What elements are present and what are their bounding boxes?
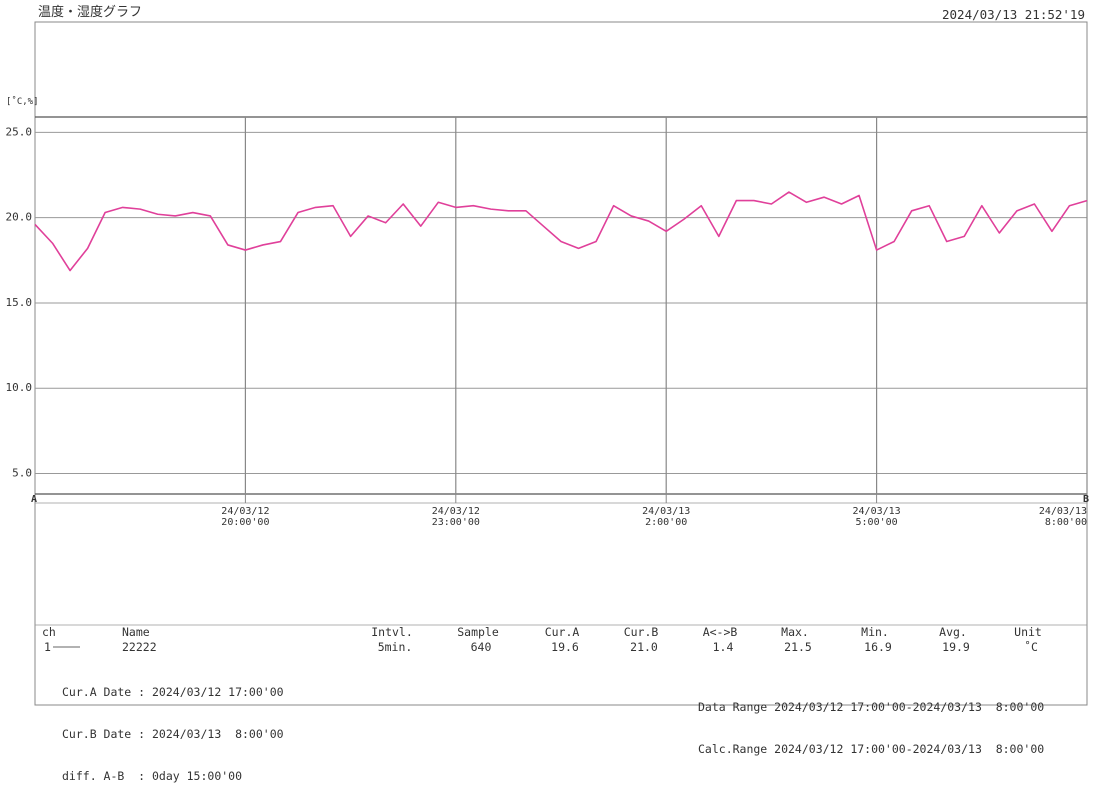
- stat-value: 21.0: [630, 640, 658, 654]
- cursor-line: Cur.B Date : 2024/03/13 8:00'00: [62, 727, 284, 741]
- title: 温度・湿度グラフ: [38, 5, 143, 20]
- y-axis-label: [˚C,%]: [6, 97, 39, 107]
- stat-header: Avg.: [939, 625, 967, 639]
- stat-header: A<->B: [702, 625, 738, 639]
- legend-name: 22222: [122, 640, 157, 654]
- range-info: Data Range 2024/03/12 17:00'00-2024/03/1…: [698, 672, 1044, 770]
- grid: 5.0 10.0 15.0 20.0 25.0: [6, 117, 1088, 503]
- range-line: Data Range 2024/03/12 17:00'00-2024/03/1…: [698, 700, 1045, 714]
- stat-value: 19.9: [942, 640, 970, 654]
- stat-value: 640: [470, 640, 492, 654]
- timestamp: 2024/03/13 21:52'19: [942, 7, 1085, 22]
- plot: [34, 191, 1088, 272]
- stat-header: Unit: [1014, 625, 1042, 639]
- page: { "header": {"title": "温度・湿度グラフ", "times…: [5, 5, 1090, 783]
- stat-header: Intvl.: [371, 625, 413, 639]
- stat-header: Cur.B: [623, 625, 659, 639]
- stat-header: Min.: [861, 625, 889, 639]
- stat-value: 5min.: [377, 640, 413, 654]
- y-tick-label: 20.0: [6, 211, 33, 224]
- ch-header: ch: [42, 625, 56, 639]
- name-header: Name: [122, 625, 150, 639]
- y-tick-label: 10.0: [6, 381, 33, 394]
- cursor-line: Cur.A Date : 2024/03/12 17:00'00: [62, 685, 284, 699]
- y-tick-label: 15.0: [6, 296, 33, 309]
- stat-value: 19.6: [551, 640, 579, 654]
- stat-value: 16.9: [864, 640, 892, 654]
- outer-frame: [34, 21, 1088, 706]
- stat-header: Max.: [781, 625, 809, 639]
- range-line: Calc.Range 2024/03/12 17:00'00-2024/03/1…: [698, 742, 1045, 756]
- stat-value: ˚C: [1024, 640, 1038, 654]
- stat-header: Sample: [457, 625, 499, 639]
- y-tick-label: 5.0: [12, 467, 32, 480]
- x-tick-label: 24/03/13 8:00'00: [1038, 506, 1087, 528]
- chart: 5.0 10.0 15.0 20.0 25.0: [6, 21, 1088, 706]
- cursor-b: B: [1083, 494, 1090, 505]
- stat-header: Cur.A: [544, 625, 580, 639]
- stat-value: 21.5: [784, 640, 812, 654]
- cursor-info: Cur.A Date : 2024/03/12 17:00'00 Cur.B D…: [62, 657, 284, 797]
- y-tick-label: 25.0: [6, 125, 33, 138]
- x-tick-label: 24/03/12 23:00'00: [431, 506, 480, 528]
- x-tick-label: 24/03/12 20:00'00: [221, 506, 270, 528]
- cursor-line: diff. A-B : 0day 15:00'00: [62, 769, 243, 783]
- ch-value: 1: [44, 640, 51, 654]
- x-tick-label: 24/03/13 2:00'00: [642, 506, 691, 528]
- stat-value: 1.4: [712, 640, 734, 654]
- x-tick-label: 24/03/13 5:00'00: [852, 506, 901, 528]
- cursor-a: A: [31, 494, 38, 505]
- data-line: [34, 191, 1088, 272]
